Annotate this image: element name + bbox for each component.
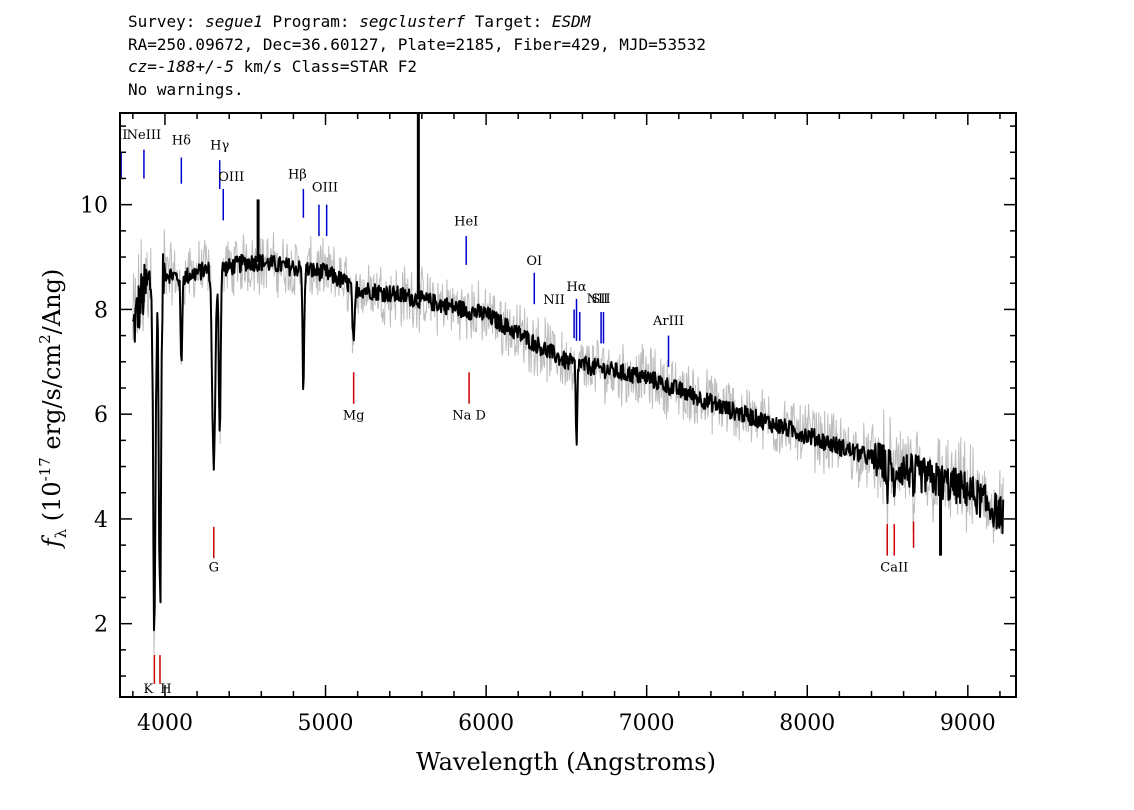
x-tick-label: 8000 [779,711,835,736]
header-line-survey: Survey: segue1 Program: segclusterf Targ… [128,11,706,34]
emission-line-label: NII [543,293,565,308]
sky-spikes [256,113,943,556]
y-axis-title: fλ (10-17 erg/s/cm2/Ang) [36,269,70,550]
spectrum-header: Survey: segue1 Program: segclusterf Targ… [128,11,706,101]
target-value: ESDM [551,12,591,31]
y-tick-label: 10 [80,194,108,219]
program-value: segclusterf [359,12,466,31]
x-tick-label: 9000 [940,711,996,736]
plot-frame [119,112,1017,698]
emission-line-label: NII [587,292,609,307]
emission-line-label: Hγ [210,139,229,154]
y-tick-label: 2 [94,613,108,638]
x-tick-label: 6000 [458,711,514,736]
absorption-line-label: CaII [880,560,908,575]
emission-line-label: OI [526,254,542,269]
x-tick-label: 7000 [619,711,675,736]
absorption-line-label: G [209,560,219,575]
emission-line-label: ArIII [652,314,684,329]
absorption-line-label: Mg [343,408,365,423]
absorption-line-label: K [144,682,154,697]
axes: 4000 5000 6000 7000 8000 9000 2 4 6 8 10 [80,112,1017,736]
target-label: Target: [465,12,552,31]
y-tick-label: 8 [94,298,108,323]
program-label: Program: [262,12,360,31]
absorption-line-label: Na D [452,408,486,423]
flux-series [131,253,1005,632]
emission-line-label: Hα [566,280,586,295]
header-line-warnings: No warnings. [128,79,244,99]
cz-value: -188+/-5 [156,57,234,76]
absorption-line-label: H [160,682,171,697]
emission-line-label: OIII [218,170,244,185]
x-tick-label: 4000 [137,711,193,736]
survey-value: segue1 [205,12,263,31]
emission-line-label: NeIII [127,128,161,143]
cz-label: cz= [128,57,157,76]
emission-line-label: Hβ [288,167,307,182]
header-line-redshift: cz=-188+/-5 km/s Class=STAR F2 [128,56,706,79]
x-tick-label: 5000 [298,711,354,736]
emission-line-label: OII [107,128,128,143]
x-axis-title: Wavelength (Angstroms) [416,748,716,776]
emission-line-label: OIII [312,181,338,196]
class-text: km/s Class=STAR F2 [233,57,417,76]
y-tick-label: 6 [94,403,108,428]
emission-line-label: Hδ [172,133,191,148]
y-tick-label: 4 [94,508,108,533]
emission-line-label: HeI [454,215,478,230]
survey-label: Survey: [128,12,206,31]
emission-line-label: SII [591,292,610,307]
header-line-coords: RA=250.09672, Dec=36.60127, Plate=2185, … [128,34,706,54]
